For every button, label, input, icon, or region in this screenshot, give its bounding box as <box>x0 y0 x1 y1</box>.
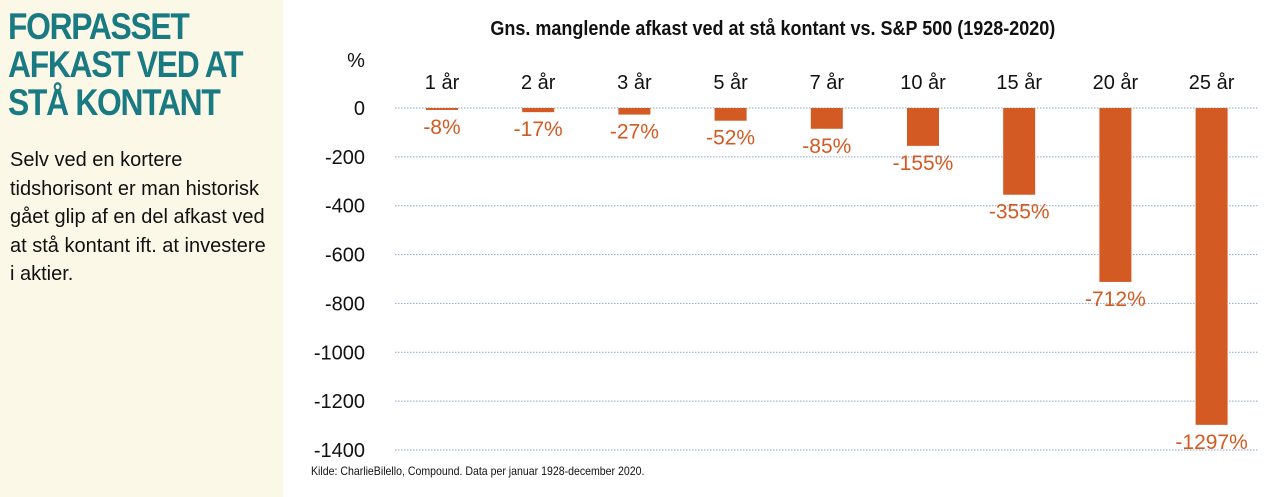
x-tick-label: 10 år <box>900 72 946 94</box>
y-tick-label: 0 <box>354 98 365 120</box>
y-axis-label: % <box>347 50 365 72</box>
bar <box>1099 108 1132 282</box>
bar <box>907 108 939 146</box>
data-label: -712% <box>1085 288 1146 311</box>
y-tick-label: -400 <box>325 196 365 218</box>
bar <box>426 108 458 110</box>
chart-panel: Gns. manglende afkast ved at stå kontant… <box>283 0 1268 497</box>
y-tick-label: -1200 <box>314 391 365 413</box>
data-label: -355% <box>989 201 1050 224</box>
data-label: -8% <box>423 116 460 139</box>
y-axis-ticks: 0 -200 -400 -600 -800 -1000 -1200 -1400 <box>314 98 365 462</box>
bar <box>1003 108 1036 195</box>
data-label: -1297% <box>1175 431 1247 454</box>
x-tick-label: 15 år <box>996 72 1042 94</box>
chart-title: Gns. manglende afkast ved at stå kontant… <box>490 18 1056 40</box>
x-tick-label: 20 år <box>1093 72 1139 94</box>
y-tick-label: -800 <box>325 293 365 315</box>
y-tick-label: -1400 <box>314 440 365 462</box>
data-label: -27% <box>610 121 659 144</box>
bar <box>810 108 843 129</box>
data-label: -85% <box>802 135 851 158</box>
bar <box>1195 108 1228 425</box>
source-note: Kilde: CharlieBilello, Compound. Data pe… <box>311 464 645 478</box>
sidebar: FORPASSET AFKAST VED AT STÅ KONTANT Selv… <box>0 0 283 497</box>
data-label: -52% <box>706 127 755 150</box>
bar <box>714 108 747 121</box>
bars <box>426 108 1228 425</box>
x-tick-label: 2 år <box>521 72 556 94</box>
headline: FORPASSET AFKAST VED AT STÅ KONTANT <box>8 6 244 123</box>
y-tick-label: -600 <box>325 245 365 267</box>
y-tick-label: -200 <box>325 147 365 169</box>
data-labels: -8% -17% -27% -52% -85% -155% -355% -712% -1297% <box>423 116 1247 454</box>
bar-chart: % 0 -200 -400 -600 -800 -1000 -1200 -1400 1 år 2… <box>314 50 1258 462</box>
bar <box>522 108 555 113</box>
y-tick-label: -1000 <box>314 342 365 364</box>
x-axis-ticks: 1 år 2 år 3 år 5 år 7 år 10 år 15 år 20 år 25 år <box>425 72 1235 94</box>
data-label: -155% <box>893 152 954 175</box>
x-tick-label: 7 år <box>810 72 845 94</box>
x-tick-label: 1 år <box>425 72 460 94</box>
x-tick-label: 25 år <box>1189 72 1235 94</box>
x-tick-label: 5 år <box>713 72 748 94</box>
intro-text: Selv ved en kortere tidshorisont er man … <box>10 149 266 285</box>
bar <box>618 108 651 115</box>
data-label: -17% <box>514 118 563 141</box>
x-tick-label: 3 år <box>617 72 652 94</box>
